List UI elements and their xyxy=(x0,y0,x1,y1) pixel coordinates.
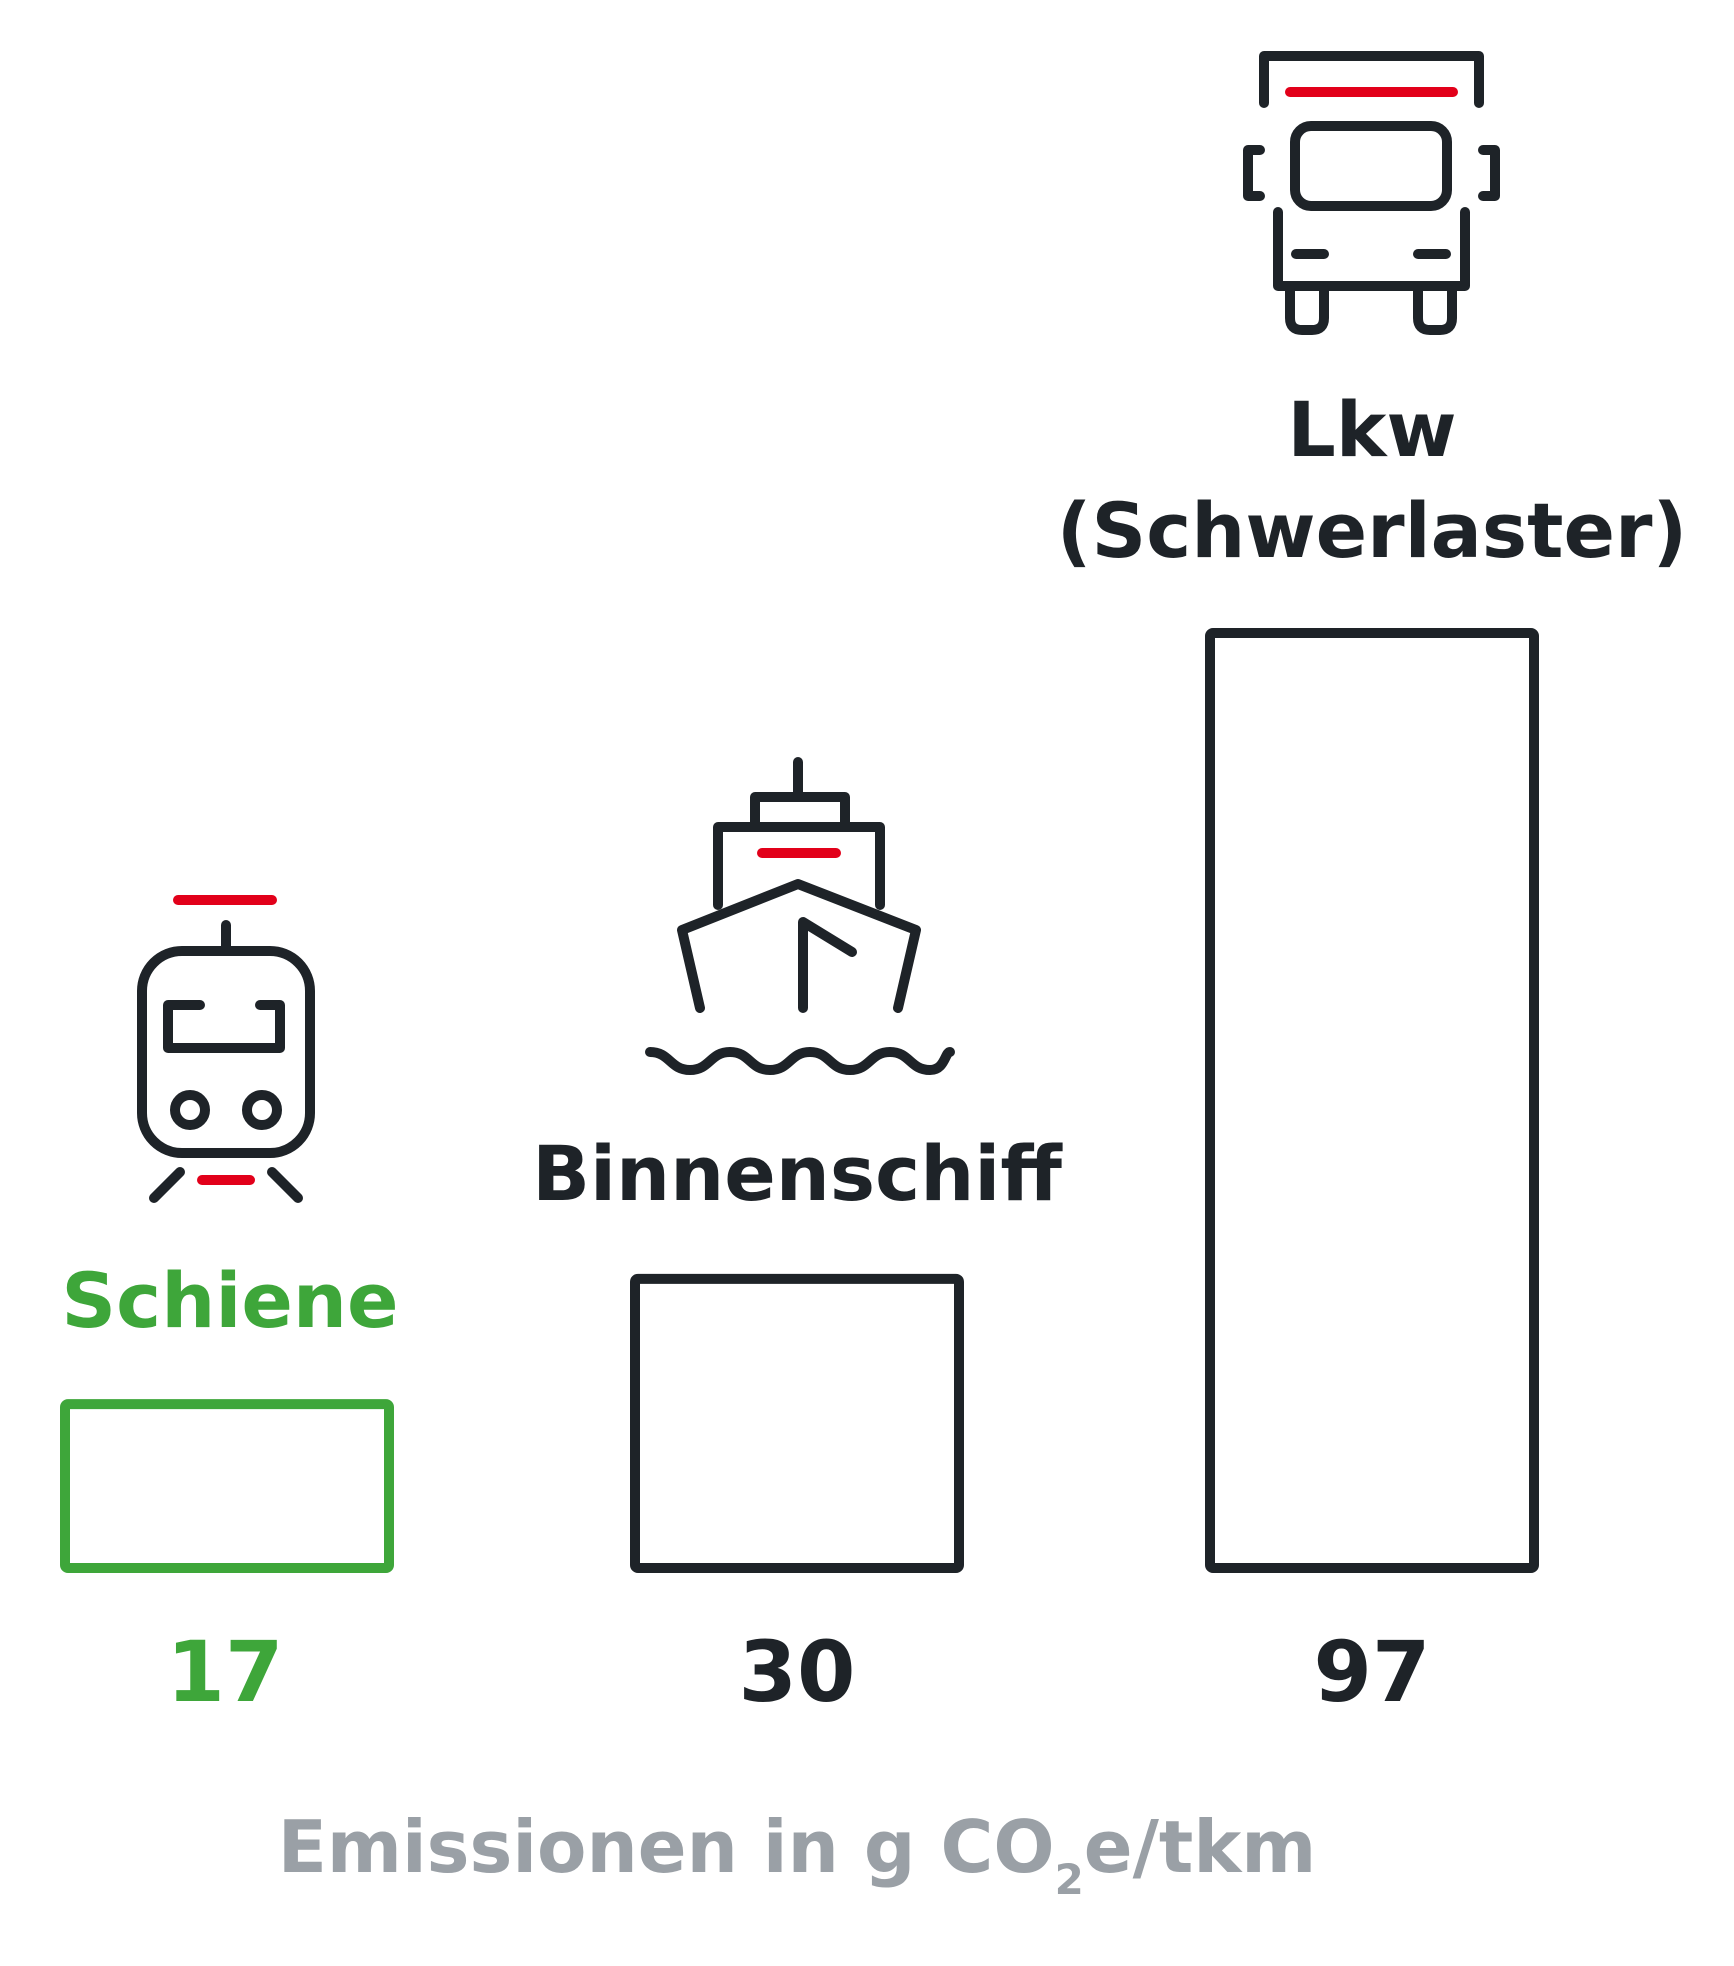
category-label-0: Schiene xyxy=(61,1256,398,1345)
value-label-0: 17 xyxy=(167,1623,284,1721)
unit-label-subscript: 2 xyxy=(1055,1855,1084,1904)
bar-2 xyxy=(1205,628,1539,1573)
category-label-2-line2: (Schwerlaster) xyxy=(1057,486,1688,575)
value-label-2: 97 xyxy=(1314,1623,1431,1721)
bars xyxy=(60,628,1539,1574)
unit-label-suffix: e/tkm xyxy=(1084,1805,1316,1889)
unit-label-prefix: Emissionen in g CO xyxy=(278,1805,1055,1889)
bar-1 xyxy=(630,1273,964,1573)
unit-label: Emissionen in g CO2e/tkm xyxy=(278,1805,1317,1904)
train-icon xyxy=(137,895,315,1203)
truck-icon xyxy=(1243,51,1500,335)
bar-0 xyxy=(60,1399,394,1574)
category-label-1: Binnenschiff xyxy=(532,1129,1063,1218)
value-label-1: 30 xyxy=(739,1623,856,1721)
ship-icon xyxy=(645,757,955,1075)
category-label-2-line1: Lkw xyxy=(1287,385,1456,474)
